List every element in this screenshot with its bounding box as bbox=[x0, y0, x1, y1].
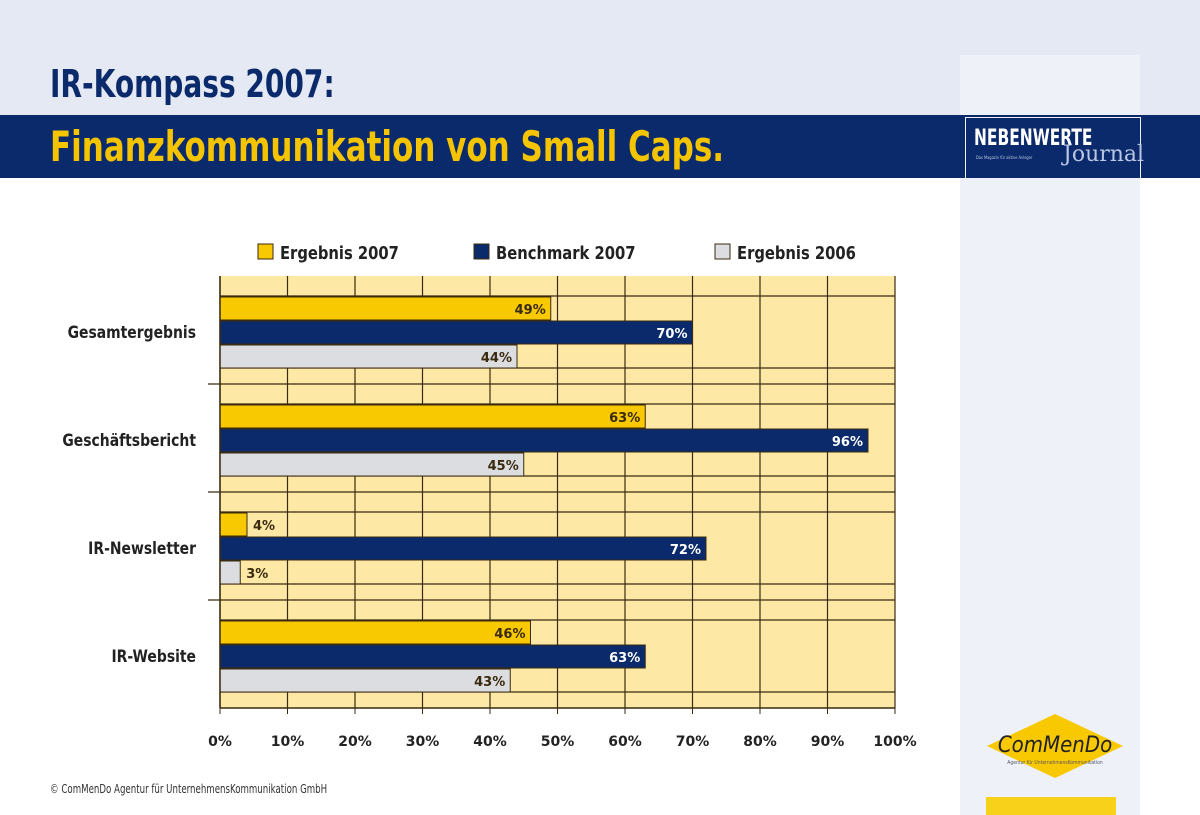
x-tick-label: 40% bbox=[473, 734, 507, 750]
x-tick-label: 90% bbox=[811, 734, 845, 750]
data-label: 45% bbox=[488, 459, 519, 474]
nebenwerte-logo: NEBENWERTE Journal Das Magazin für aktiv… bbox=[965, 117, 1145, 179]
x-tick-label: 0% bbox=[208, 734, 232, 750]
commendo-logo: ComMenDo Agentur für UnternehmensKommuni… bbox=[987, 714, 1123, 778]
bar-benchmark-2007 bbox=[219, 428, 869, 453]
x-tick-label: 60% bbox=[608, 734, 642, 750]
category-label: IR-Newsletter bbox=[88, 539, 196, 559]
category-label: Gesamtergebnis bbox=[68, 323, 196, 343]
data-label: 3% bbox=[246, 567, 268, 582]
x-tick-label: 10% bbox=[271, 734, 305, 750]
bar-ergebnis-2007 bbox=[219, 620, 531, 645]
svg-text:Agentur für UnternehmensKommun: Agentur für UnternehmensKommunikation bbox=[1007, 760, 1103, 766]
x-tick-label: 100% bbox=[873, 734, 916, 750]
bar-benchmark-2007 bbox=[219, 320, 693, 345]
legend-swatch bbox=[473, 243, 490, 260]
x-tick-label: 20% bbox=[338, 734, 372, 750]
bar-ergebnis-2006 bbox=[219, 668, 511, 693]
data-label: 46% bbox=[494, 627, 525, 642]
data-label: 70% bbox=[656, 327, 687, 342]
bar-ergebnis-2006 bbox=[219, 560, 241, 585]
data-label: 72% bbox=[670, 543, 701, 558]
svg-text:ComMenDo: ComMenDo bbox=[998, 733, 1112, 758]
data-label: 63% bbox=[609, 411, 640, 426]
yellow-accent-bar bbox=[986, 797, 1116, 815]
copyright: © ComMenDo Agentur für UnternehmensKommu… bbox=[50, 782, 328, 796]
data-label: 43% bbox=[474, 675, 505, 690]
page-title: IR-Kompass 2007: bbox=[50, 62, 335, 106]
bar-ergebnis-2006 bbox=[219, 452, 525, 477]
logo-name: NEBENWERTE bbox=[974, 126, 1093, 151]
data-label: 44% bbox=[481, 351, 512, 366]
x-tick-label: 50% bbox=[541, 734, 575, 750]
bar-ergebnis-2006 bbox=[219, 344, 518, 369]
legend-label: Ergebnis 2006 bbox=[737, 243, 856, 264]
bar-ergebnis-2007 bbox=[219, 512, 248, 537]
bar-ergebnis-2007 bbox=[219, 296, 552, 321]
category-label: Geschäftsbericht bbox=[62, 431, 196, 451]
x-tick-label: 70% bbox=[676, 734, 710, 750]
legend-label: Benchmark 2007 bbox=[496, 243, 635, 264]
x-tick-label: 80% bbox=[743, 734, 777, 750]
data-label: 63% bbox=[609, 651, 640, 666]
data-label: 49% bbox=[515, 303, 546, 318]
data-label: 96% bbox=[832, 435, 863, 450]
logo-sub: Journal bbox=[1063, 142, 1145, 167]
page-subtitle: Finanzkommunikation von Small Caps. bbox=[50, 122, 725, 171]
bar-benchmark-2007 bbox=[219, 644, 646, 669]
bar-benchmark-2007 bbox=[219, 536, 707, 561]
data-label: 4% bbox=[253, 519, 275, 534]
legend-swatch bbox=[257, 243, 274, 260]
legend-swatch bbox=[714, 243, 731, 260]
side-panel bbox=[960, 55, 1140, 815]
legend-label: Ergebnis 2007 bbox=[280, 243, 399, 264]
category-label: IR-Website bbox=[111, 647, 196, 667]
logo-tagline: Das Magazin für aktive Anleger bbox=[976, 155, 1033, 160]
x-tick-label: 30% bbox=[406, 734, 440, 750]
bar-ergebnis-2007 bbox=[219, 404, 646, 429]
